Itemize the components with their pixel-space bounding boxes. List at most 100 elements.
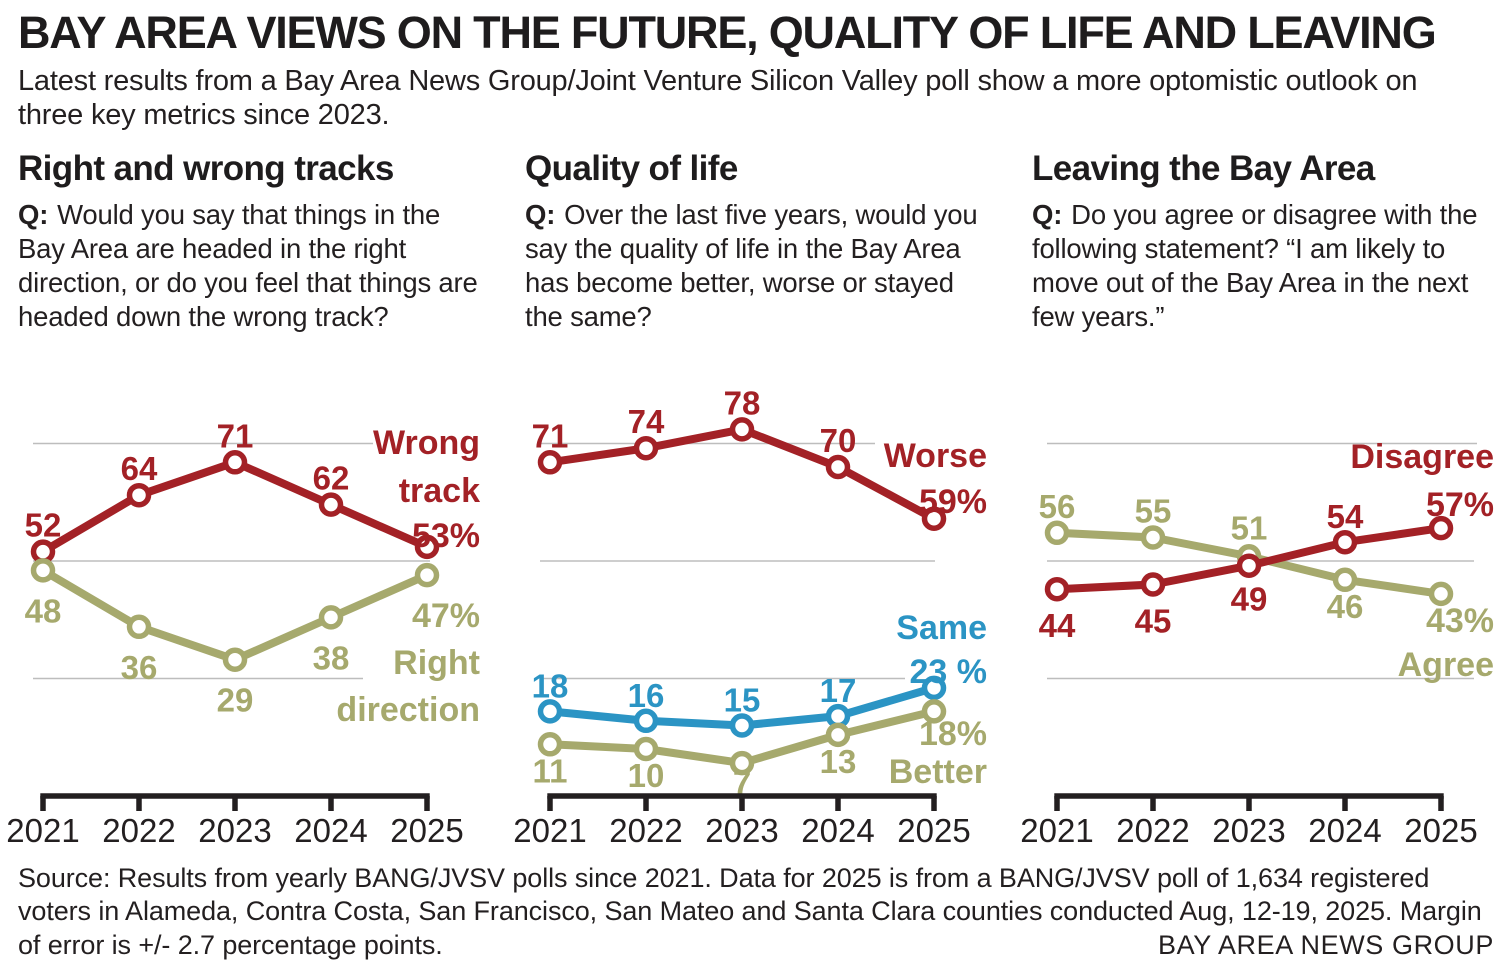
- year-label-2022: 2022: [1116, 812, 1189, 849]
- page-title: BAY AREA VIEWS ON THE FUTURE, QUALITY OF…: [18, 7, 1437, 58]
- data-point-better-2022: [633, 736, 659, 761]
- data-point-worse-2024: [825, 454, 851, 479]
- point-label-right-direction-2022: 36: [121, 648, 158, 685]
- series-end-label-wrong-track: 53%: [412, 517, 480, 555]
- year-label-2021: 2021: [1020, 812, 1093, 849]
- data-point-disagree-2021: [1044, 576, 1070, 602]
- year-label-2023: 2023: [198, 812, 271, 849]
- question-prefix: Q:: [18, 198, 49, 230]
- question-prefix: Q:: [525, 198, 556, 230]
- data-point-right-direction-2021: [30, 557, 56, 583]
- data-point-agree-2024: [1332, 567, 1358, 592]
- data-point-worse-2021: [537, 449, 563, 475]
- data-point-worse-2023: [729, 416, 755, 442]
- point-label-disagree-2023: 49: [1231, 580, 1268, 617]
- data-point-worse-2022: [633, 435, 659, 461]
- point-label-wrong-track-2024: 62: [313, 459, 350, 496]
- data-point-right-direction-2024: [318, 604, 344, 630]
- series-end-label-agree: Agree: [1398, 646, 1494, 684]
- data-point-right-direction-2025: [414, 562, 440, 587]
- data-point-better-2023: [729, 750, 755, 775]
- point-label-wrong-track-2021: 52: [25, 506, 62, 543]
- point-label-worse-2023: 78: [724, 384, 761, 421]
- year-label-2024: 2024: [294, 812, 367, 849]
- point-label-agree-2021: 56: [1039, 487, 1076, 524]
- series-end-label-worse: 59%: [919, 483, 987, 521]
- series-line-right-direction: [39, 565, 431, 664]
- header: BAY AREA VIEWS ON THE FUTURE, QUALITY OF…: [18, 10, 1494, 133]
- chart-title: Leaving the Bay Area: [1032, 148, 1375, 188]
- chart-question: Q: Over the last five years, would you sa…: [525, 198, 995, 376]
- line-chart-leaving-bay-area: 56 55 51 46 43% Agree 44 45 49 54 Disagree 57% 2021 2…: [1020, 438, 1494, 849]
- point-label-disagree-2024: 54: [1327, 498, 1364, 535]
- point-label-agree-2022: 55: [1135, 492, 1172, 529]
- point-label-worse-2024: 70: [820, 422, 857, 459]
- year-label-2023: 2023: [705, 812, 778, 849]
- series-end-label-same: 23 %: [910, 653, 988, 691]
- panel-quality-of-life: Quality of life Q: Over the last five yea…: [513, 145, 995, 854]
- point-label-better-2023: 7: [733, 764, 751, 801]
- data-point-same-2025: [921, 675, 947, 700]
- source-note: Source: Results from yearly BANG/JVSV po…: [18, 862, 1482, 960]
- data-point-wrong-track-2022: [126, 482, 152, 508]
- point-label-disagree-2022: 45: [1135, 602, 1172, 639]
- data-point-disagree-2022: [1140, 571, 1166, 597]
- charts-row: Right and wrong tracks Q: Would you say t…: [6, 145, 1494, 854]
- point-label-better-2022: 10: [628, 757, 665, 794]
- series-end-label-wrong-track: Wrong: [373, 424, 480, 462]
- data-point-disagree-2025: [1428, 515, 1454, 540]
- data-point-better-2021: [537, 731, 563, 757]
- point-label-right-direction-2023: 29: [217, 681, 254, 718]
- year-label-2025: 2025: [1404, 812, 1477, 849]
- data-point-agree-2025: [1428, 581, 1454, 606]
- point-label-right-direction-2021: 48: [25, 592, 62, 629]
- panel-right-wrong-tracks: Right and wrong tracks Q: Would you say t…: [6, 145, 488, 854]
- year-label-2025: 2025: [390, 812, 463, 849]
- point-label-wrong-track-2022: 64: [121, 450, 158, 487]
- data-point-right-direction-2023: [222, 647, 248, 672]
- year-label-2023: 2023: [1212, 812, 1285, 849]
- series-end-label-better: Better: [889, 753, 987, 791]
- line-chart-quality-of-life: 71 74 78 70 Worse 59% 18 16 15 17 Same 23 % 11 10 7 13 1…: [513, 384, 988, 849]
- data-point-better-2025: [921, 698, 947, 724]
- series-end-label-disagree: Disagree: [1350, 438, 1494, 476]
- series-end-label-disagree: 57%: [1426, 486, 1494, 524]
- series-line-wrong-track: [39, 457, 431, 556]
- point-label-wrong-track-2023: 71: [217, 417, 254, 454]
- data-point-right-direction-2022: [126, 614, 152, 639]
- year-label-2022: 2022: [102, 812, 175, 849]
- chart-title: Quality of life: [525, 148, 738, 188]
- data-point-agree-2022: [1140, 524, 1166, 550]
- year-label-2024: 2024: [801, 812, 874, 849]
- data-point-same-2022: [633, 708, 659, 733]
- point-label-agree-2024: 46: [1327, 587, 1364, 624]
- point-label-disagree-2021: 44: [1039, 607, 1076, 644]
- series-end-label-same: Same: [896, 609, 987, 647]
- data-point-worse-2025: [921, 506, 947, 531]
- data-point-agree-2021: [1044, 520, 1070, 545]
- point-label-same-2024: 17: [820, 672, 857, 709]
- credit: BAY AREA NEWS GROUP: [1138, 928, 1494, 962]
- point-label-better-2024: 13: [820, 742, 857, 779]
- point-label-better-2021: 11: [533, 752, 568, 789]
- year-label-2021: 2021: [513, 812, 586, 849]
- data-point-disagree-2023: [1236, 553, 1262, 578]
- point-label-same-2021: 18: [532, 667, 569, 704]
- point-label-right-direction-2024: 38: [313, 639, 350, 676]
- data-point-wrong-track-2025: [414, 534, 440, 559]
- point-label-worse-2022: 74: [628, 403, 665, 440]
- point-label-same-2022: 16: [628, 676, 665, 713]
- point-label-worse-2021: 71: [532, 417, 569, 454]
- question-text: Would you say that things in the Bay Are…: [18, 198, 478, 332]
- data-point-same-2021: [537, 698, 563, 724]
- series-end-label-better: 18%: [919, 715, 987, 753]
- line-chart-right-wrong-tracks: 52 64 71 62 Wrong track 53% 48 36 29 38 47% Right dir…: [6, 417, 480, 849]
- footer: Source: Results from yearly BANG/JVSV po…: [18, 862, 1494, 962]
- data-point-disagree-2024: [1332, 529, 1358, 555]
- series-end-label-right-direction: 47%: [412, 597, 480, 635]
- year-label-2021: 2021: [6, 812, 79, 849]
- year-label-2022: 2022: [609, 812, 682, 849]
- year-label-2024: 2024: [1308, 812, 1381, 849]
- panel-leaving-bay-area: Leaving the Bay Area Q: Do you agree or d…: [1020, 145, 1502, 854]
